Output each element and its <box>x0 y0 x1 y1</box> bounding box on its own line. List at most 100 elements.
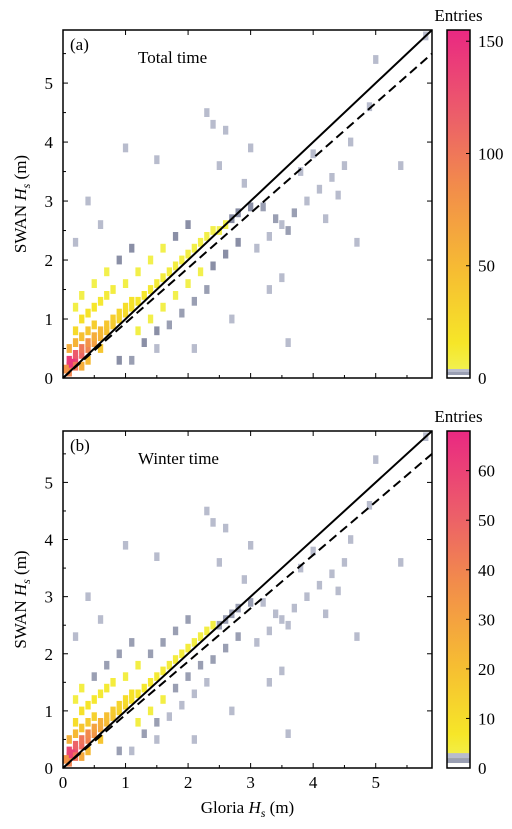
heatmap-bin <box>191 638 197 647</box>
heatmap-bin <box>172 655 179 664</box>
heatmap-bin <box>172 291 179 300</box>
heatmap-bin <box>135 267 141 277</box>
heatmap-bin <box>122 143 129 153</box>
heatmap-bin <box>291 603 297 613</box>
heatmap-bin <box>329 173 335 182</box>
heatmap-bin <box>154 279 160 288</box>
heatmap-bin <box>110 706 116 716</box>
heatmap-bin <box>172 232 179 241</box>
y-tick-label: 2 <box>45 251 54 270</box>
heatmap-bin <box>97 735 104 744</box>
heatmap-bin <box>91 320 97 330</box>
heatmap-bin <box>116 308 122 318</box>
y-tick-label: 4 <box>45 133 54 152</box>
heatmap-bin <box>141 338 147 347</box>
y-axis-subscript: s <box>19 183 33 188</box>
heatmap-bin <box>172 261 179 271</box>
heatmap-bin <box>248 143 254 153</box>
heatmap-bin <box>135 718 141 727</box>
heatmap-bin <box>185 672 191 681</box>
heatmap-bin <box>241 575 247 584</box>
heatmap-bin <box>260 598 266 607</box>
heatmap-bin <box>85 592 91 601</box>
heatmap-bin <box>129 355 135 365</box>
heatmap-bin <box>129 638 135 647</box>
heatmap-bin <box>323 214 329 224</box>
heatmap-bin <box>204 285 210 294</box>
heatmap-bin <box>154 718 160 727</box>
heatmap-bin <box>154 672 160 681</box>
heatmap-bin <box>122 302 129 312</box>
heatmap-bin <box>147 255 154 265</box>
heatmap-bin <box>166 712 172 721</box>
heatmap-bin <box>172 626 179 636</box>
heatmap-bin <box>85 196 91 206</box>
heatmap-bin <box>135 689 141 699</box>
heatmap-bin <box>79 735 85 744</box>
heatmap-bin <box>223 523 229 533</box>
heatmap-bin <box>166 267 172 277</box>
heatmap-bin <box>185 643 191 653</box>
heatmap-bin <box>79 723 85 733</box>
heatmap-bin <box>348 535 354 544</box>
heatmap-bin <box>72 632 79 641</box>
one-to-one-line <box>62 29 433 379</box>
heatmap-bin <box>335 190 341 200</box>
heatmap-bin <box>254 638 260 647</box>
heatmap-bin <box>129 243 135 253</box>
heatmap-bin <box>116 255 122 265</box>
heatmap-bin <box>304 196 310 206</box>
heatmap-bin <box>229 314 235 324</box>
heatmap-bin <box>116 706 122 716</box>
heatmap-bin <box>154 552 160 561</box>
heatmap-bin <box>366 501 373 510</box>
heatmap-bin <box>229 706 235 716</box>
colorbar-tick-label: 10 <box>478 709 495 728</box>
colorbar-tick-label: 0 <box>478 369 487 388</box>
heatmap-bin <box>104 267 110 277</box>
heatmap-bin <box>179 649 185 659</box>
x-axis-title: Gloria Hs (m) <box>201 798 294 820</box>
colorbar-tick-label: 40 <box>478 561 495 580</box>
heatmap-bin <box>197 237 204 247</box>
heatmap-bin <box>104 683 110 693</box>
colorbar: 0 10 20 30 40 50 60 Entries <box>434 407 495 778</box>
heatmap-bin <box>97 296 104 306</box>
heatmap-bin <box>135 296 141 306</box>
heatmap-bin <box>216 558 222 567</box>
x-tick-label: 1 <box>121 773 130 792</box>
heatmap-bin <box>266 232 272 241</box>
x-axis-symbol: H <box>247 798 262 817</box>
colorbar-tick-label: 100 <box>478 144 504 163</box>
heatmap-bin <box>63 364 69 374</box>
heatmap-bin <box>91 695 97 704</box>
heatmap-bin <box>69 358 75 368</box>
heatmap-bin <box>85 700 91 710</box>
heatmap-bin <box>66 752 72 761</box>
heatmap-bin <box>285 620 291 630</box>
y-tick-label: 3 <box>45 588 54 607</box>
heatmap-bin <box>160 695 166 704</box>
y-axis-title: SWAN Hs (m) <box>11 550 33 648</box>
heatmap-bin <box>129 746 135 756</box>
heatmap-bin <box>316 184 323 194</box>
heatmap-bin <box>291 208 297 218</box>
heatmap-bin <box>185 279 191 288</box>
heatmap-bin <box>223 643 229 653</box>
heatmap-bin <box>191 735 197 744</box>
heatmap-bin <box>248 202 254 212</box>
heatmap-bin <box>160 638 166 647</box>
y-tick-label: 3 <box>45 192 54 211</box>
heatmap-bin <box>310 149 316 159</box>
y-axis-symbol: H <box>11 187 30 202</box>
heatmap-bin <box>279 220 285 229</box>
heatmap-bin <box>104 660 110 670</box>
heatmap-bin <box>298 167 304 176</box>
heatmap-bin <box>216 161 222 170</box>
heatmap-bin <box>72 740 79 750</box>
heatmap-bin <box>266 626 272 636</box>
heatmap-bin <box>122 279 129 288</box>
heatmap-bin <box>129 695 135 704</box>
heatmap-bin <box>135 660 141 670</box>
heatmap-bin <box>316 580 323 590</box>
